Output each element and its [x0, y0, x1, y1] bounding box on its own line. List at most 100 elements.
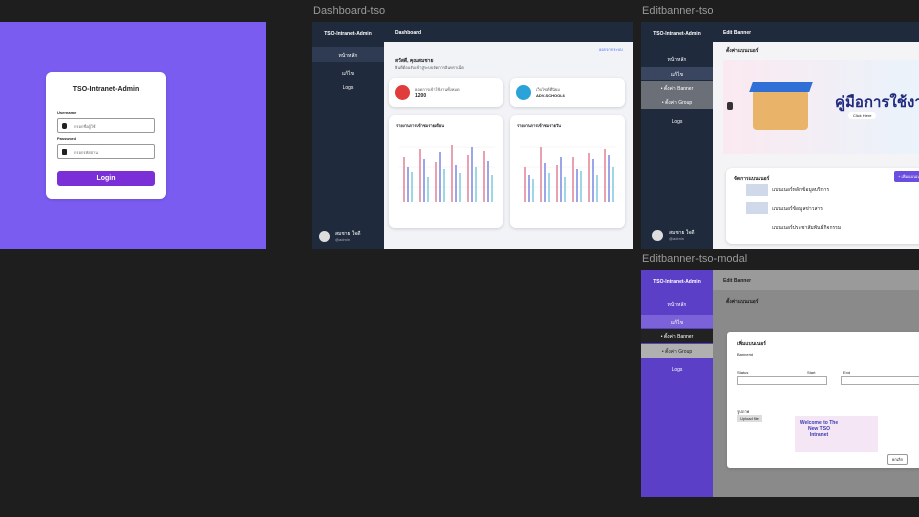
header: Dashboard [384, 22, 633, 42]
stat-card: ยอดการเข้าใช้งานทั้งหมด 1200 [389, 78, 503, 107]
nav-active [641, 67, 713, 80]
nav-item[interactable]: • ตั้งค่า Group [661, 349, 693, 355]
stat-value: ADV-SCHOOL6 [536, 93, 565, 98]
banner-text: คู่มือการใช้งาน [835, 94, 919, 111]
dashboard-frame: TSO-Intranet-Admin หน้าหลัก แก้ไข Logs ส… [312, 22, 633, 249]
user-handle: @admin [335, 237, 350, 242]
logout-link[interactable]: ออกจากระบบ [599, 47, 623, 52]
input[interactable] [841, 376, 919, 385]
add-button[interactable]: + เพิ่มแบนเนอร์ [894, 171, 919, 182]
login-title: TSO-Intranet-Admin [72, 86, 140, 93]
nav-active [641, 315, 713, 328]
user-name: สมชาย ใจดี [669, 230, 695, 236]
field-label: Bannerid [737, 352, 754, 357]
sidebar: TSO-Intranet-Admin หน้าหลัก แก้ไข Logs ส… [312, 22, 384, 249]
nav-item[interactable]: • ตั้งค่า Banner [660, 334, 694, 340]
banner-button[interactable]: Click Here [848, 112, 877, 119]
nav-item[interactable]: หน้าหลัก [667, 302, 687, 308]
stat-icon [516, 85, 531, 100]
nav-item[interactable]: แก้ไข [670, 320, 684, 326]
editbanner-frame: TSO-Intranet-Admin หน้าหลัก แก้ไข • ตั้ง… [641, 22, 919, 249]
nav-item[interactable]: หน้าหลัก [667, 57, 687, 63]
section-title: ตั้งค่าแบนเนอร์ [726, 48, 759, 54]
modal: เพิ่มแบนเนอร์ Bannerid Status Start End … [727, 332, 919, 468]
stat-icon [395, 85, 410, 100]
username-input[interactable]: กรอกชื่อผู้ใช้ [57, 118, 155, 133]
sidebar-title: TSO-Intranet-Admin [324, 31, 372, 37]
sidebar-title: TSO-Intranet-Admin [653, 31, 701, 37]
nav-item[interactable]: • ตั้งค่า Group [661, 100, 693, 106]
lock-icon [62, 149, 67, 155]
submenu [641, 329, 713, 343]
frame-label: Editbanner-tso-modal [642, 253, 748, 265]
login-button[interactable]: Login [57, 171, 155, 186]
label: Password [57, 136, 76, 141]
thumbnail [746, 202, 768, 214]
stat-label: ยอดการเข้าใช้งานทั้งหมด [415, 87, 460, 92]
header-title: Dashboard [395, 30, 422, 36]
list-title: จัดการแบนเนอร์ [734, 176, 770, 182]
field-label: Status [737, 370, 749, 375]
input[interactable] [737, 376, 827, 385]
submenu [641, 344, 713, 358]
greeting: สวัสดี, คุณสมชาย [395, 58, 434, 64]
list-item[interactable]: แบนเนอร์หลักข้อมูลบริการ [772, 187, 830, 193]
chart-card: รายงานการเข้าชมรายวัน [510, 115, 625, 228]
stat-card: เว็บไซต์ที่นิยม ADV-SCHOOL6 [510, 78, 625, 107]
chart-thumbnail [520, 146, 616, 202]
header-title: Edit Banner [723, 30, 752, 36]
nav-item[interactable]: Logs [671, 367, 683, 373]
nav-item[interactable]: Logs [671, 119, 683, 125]
placeholder: กรอกชื่อผู้ใช้ [74, 124, 96, 129]
frame-label: Editbanner-tso [642, 5, 714, 17]
field-label: End [843, 370, 851, 375]
login-card: TSO-Intranet-Admin Username กรอกชื่อผู้ใ… [46, 72, 166, 199]
sidebar: TSO-Intranet-Admin หน้าหลัก แก้ไข • ตั้ง… [641, 270, 713, 497]
modal-title: เพิ่มแบนเนอร์ [737, 341, 766, 347]
sidebar-title: TSO-Intranet-Admin [653, 279, 701, 285]
avatar [319, 231, 330, 242]
preview-text: Welcome to The New TSO Intranet [799, 420, 839, 438]
banner-preview: คู่มือการใช้งาน Click Here [723, 60, 919, 154]
label: Username [57, 110, 77, 115]
submenu [641, 81, 713, 109]
chart-thumbnail [399, 145, 495, 202]
avatar [652, 230, 663, 241]
prev-arrow[interactable] [727, 102, 733, 110]
header: Edit Banner [713, 270, 919, 290]
upload-button[interactable]: Upload file [737, 415, 762, 422]
banner-list: จัดการแบนเนอร์ + เพิ่มแบนเนอร์ แบนเนอร์ห… [726, 168, 919, 244]
subtitle: ยินดีต้อนรับเข้าสู่ระบบจัดการอินทราเน็ต [395, 65, 464, 70]
list-item[interactable]: แบนเนอร์ประชาสัมพันธ์กิจกรรม [772, 225, 842, 231]
frame-label: Dashboard-tso [313, 5, 386, 17]
placeholder: กรอกรหัสผ่าน [74, 150, 98, 155]
section-title: ตั้งค่าแบนเนอร์ [726, 299, 759, 305]
stat-label: เว็บไซต์ที่นิยม [536, 87, 560, 92]
nav-item[interactable]: Logs [342, 85, 354, 91]
nav-item[interactable]: หน้าหลัก [338, 53, 358, 59]
header-title: Edit Banner [723, 278, 752, 284]
user-handle: @admin [669, 236, 684, 241]
nav-item[interactable]: • ตั้งค่า Banner [660, 86, 694, 92]
chart-title: รายงานการเข้าชมรายวัน [517, 123, 561, 128]
header: Edit Banner [713, 22, 919, 42]
modal-frame: TSO-Intranet-Admin หน้าหลัก แก้ไข • ตั้ง… [641, 270, 919, 497]
login-frame: TSO-Intranet-Admin Username กรอกชื่อผู้ใ… [0, 22, 266, 249]
password-input[interactable]: กรอกรหัสผ่าน [57, 144, 155, 159]
grad-cap [749, 82, 813, 92]
cancel-button[interactable]: ยกเลิก [887, 454, 909, 465]
thumbnail [746, 184, 768, 196]
user-icon [62, 123, 67, 129]
nav-item[interactable]: แก้ไข [341, 71, 355, 77]
books-image [753, 90, 808, 130]
user-name: สมชาย ใจดี [335, 231, 361, 237]
stat-value: 1200 [415, 93, 427, 99]
image-preview: Welcome to The New TSO Intranet [795, 416, 878, 452]
list-item[interactable]: แบนเนอร์ข้อมูลข่าวสาร [772, 206, 823, 212]
field-label: Start [807, 370, 816, 375]
chart-title: รายงานการเข้าชมรายเดือน [396, 123, 445, 128]
nav-item[interactable]: แก้ไข [670, 72, 684, 78]
chart-card: รายงานการเข้าชมรายเดือน [389, 115, 503, 228]
nav-active [312, 47, 384, 62]
